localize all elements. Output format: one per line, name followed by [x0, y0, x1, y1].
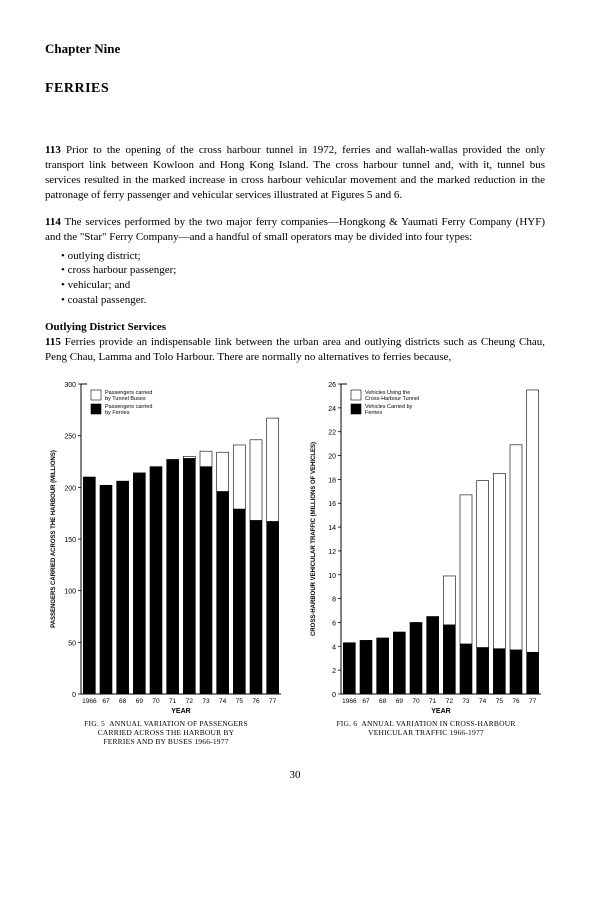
- svg-text:70: 70: [412, 698, 420, 705]
- chapter-label: Chapter Nine: [45, 40, 545, 58]
- svg-text:PASSENGERS CARRIED ACROSS THE: PASSENGERS CARRIED ACROSS THE HARBOUR (M…: [51, 451, 57, 629]
- svg-text:73: 73: [462, 698, 470, 705]
- svg-text:75: 75: [496, 698, 504, 705]
- figure-6-caption: FIG. 6 ANNUAL VARIATION IN CROSS-HARBOUR…: [305, 720, 547, 737]
- paragraph-115: 115 Ferries provide an indispensable lin…: [45, 335, 545, 365]
- svg-text:14: 14: [328, 525, 336, 532]
- svg-text:1966: 1966: [82, 698, 97, 705]
- svg-text:0: 0: [72, 692, 76, 699]
- para-text-114: The services performed by the two major …: [45, 216, 545, 243]
- para-num-113: 113: [45, 144, 61, 156]
- svg-text:Passengers carriedby Tunnel Bu: Passengers carriedby Tunnel Buses: [105, 390, 152, 402]
- section-heading: Outlying District Services: [45, 320, 545, 335]
- svg-text:77: 77: [529, 698, 537, 705]
- para-text-113: Prior to the opening of the cross harbou…: [45, 144, 545, 201]
- svg-text:67: 67: [102, 698, 110, 705]
- figure-5: 0 50 100 150 200 250 300 1966 67 68 69 70 71 72 73 74 75…: [45, 378, 287, 746]
- svg-text:67: 67: [362, 698, 370, 705]
- svg-text:22: 22: [328, 430, 336, 437]
- svg-text:73: 73: [202, 698, 210, 705]
- svg-text:12: 12: [328, 549, 336, 556]
- para-num-114: 114: [45, 216, 61, 228]
- bullet-item: • cross harbour passenger;: [45, 263, 545, 278]
- svg-text:18: 18: [328, 478, 336, 485]
- svg-text:76: 76: [512, 698, 520, 705]
- svg-text:74: 74: [219, 698, 227, 705]
- svg-text:76: 76: [252, 698, 260, 705]
- svg-text:150: 150: [64, 537, 76, 544]
- svg-text:6: 6: [332, 621, 336, 628]
- svg-text:71: 71: [169, 698, 177, 705]
- paragraph-113: 113 Prior to the opening of the cross ha…: [45, 143, 545, 202]
- svg-text:69: 69: [136, 698, 144, 705]
- svg-text:100: 100: [64, 589, 76, 596]
- svg-text:72: 72: [446, 698, 454, 705]
- svg-text:71: 71: [429, 698, 437, 705]
- svg-text:8: 8: [332, 597, 336, 604]
- page-number: 30: [45, 768, 545, 783]
- svg-text:16: 16: [328, 502, 336, 509]
- svg-text:70: 70: [152, 698, 160, 705]
- svg-text:26: 26: [328, 382, 336, 389]
- bullet-item: • coastal passenger.: [45, 293, 545, 308]
- svg-text:77: 77: [269, 698, 277, 705]
- svg-text:Passengers carriedby Ferries: Passengers carriedby Ferries: [105, 404, 152, 416]
- figure-6: 0246810121416182022242619666768697071727…: [305, 378, 547, 746]
- svg-text:Vehicles Using theCross-Harbou: Vehicles Using theCross-Harbour Tunnel: [365, 390, 419, 402]
- figure-6-svg: 0246810121416182022242619666768697071727…: [305, 378, 547, 716]
- svg-text:YEAR: YEAR: [431, 708, 450, 715]
- svg-text:YEAR: YEAR: [171, 708, 190, 715]
- para-text-115: Ferries provide an indispensable link be…: [45, 336, 545, 363]
- svg-text:72: 72: [186, 698, 194, 705]
- svg-text:68: 68: [379, 698, 387, 705]
- figure-5-caption: FIG. 5 ANNUAL VARIATION OF PASSENGERSCAR…: [45, 720, 287, 746]
- paragraph-114: 114 The services performed by the two ma…: [45, 215, 545, 245]
- svg-text:300: 300: [64, 382, 76, 389]
- para-num-115: 115: [45, 336, 61, 348]
- svg-text:1966: 1966: [342, 698, 357, 705]
- svg-text:20: 20: [328, 454, 336, 461]
- svg-text:24: 24: [328, 406, 336, 413]
- svg-text:0: 0: [332, 692, 336, 699]
- figure-5-svg: 0 50 100 150 200 250 300 1966 67 68 69 70 71 72 73 74 75…: [45, 378, 287, 716]
- svg-text:50: 50: [68, 641, 76, 648]
- svg-text:2: 2: [332, 669, 336, 676]
- svg-text:75: 75: [236, 698, 244, 705]
- svg-text:CROSS-HARBOUR VEHICULAR TRAFFI: CROSS-HARBOUR VEHICULAR TRAFFIC (MILLION…: [311, 442, 317, 636]
- charts-row: 0501001502002503001966676869707172737475…: [45, 378, 545, 746]
- bullet-item: • outlying district;: [45, 249, 545, 264]
- svg-text:4: 4: [332, 645, 336, 652]
- svg-text:250: 250: [64, 434, 76, 441]
- svg-text:10: 10: [328, 573, 336, 580]
- chapter-title: FERRIES: [45, 80, 545, 99]
- bullet-list: • outlying district; • cross harbour pas…: [45, 249, 545, 308]
- svg-text:68: 68: [119, 698, 127, 705]
- svg-text:69: 69: [396, 698, 404, 705]
- svg-text:Vehicles Carried byFerries: Vehicles Carried byFerries: [365, 404, 413, 416]
- svg-text:200: 200: [64, 486, 76, 493]
- svg-text:74: 74: [479, 698, 487, 705]
- bullet-item: • vehicular; and: [45, 278, 545, 293]
